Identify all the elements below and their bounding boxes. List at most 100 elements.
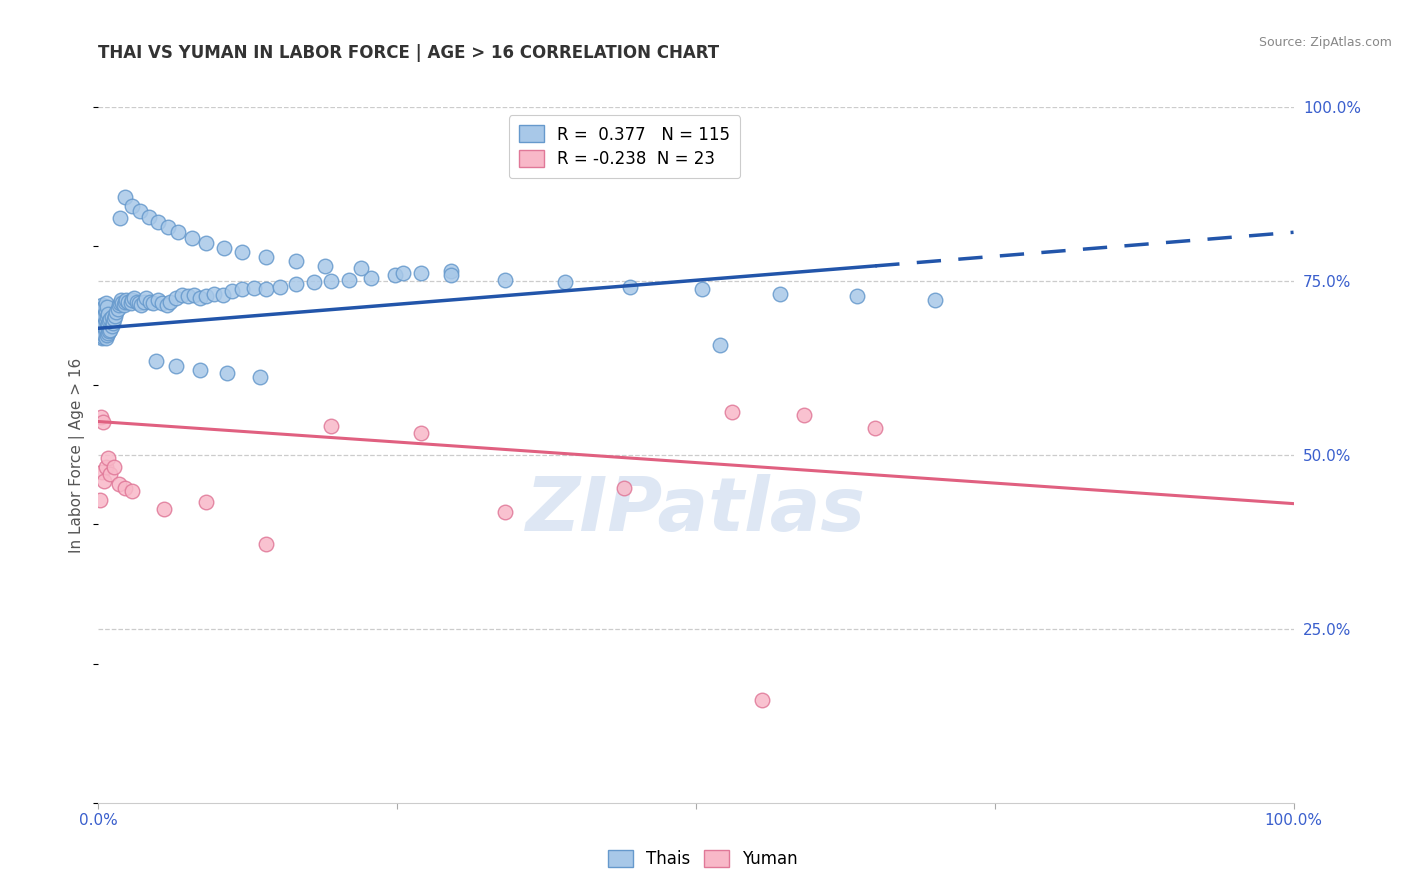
Point — [243, 281, 266, 295]
Point — [302, 276, 325, 290]
Point — [350, 261, 373, 276]
Point — [120, 296, 142, 310]
Point — [188, 363, 211, 377]
Point — [103, 312, 125, 326]
Point — [156, 219, 179, 234]
Point — [125, 294, 148, 309]
Point — [98, 467, 122, 482]
Point — [91, 298, 114, 312]
Point — [321, 274, 343, 288]
Point — [89, 312, 111, 326]
Point — [94, 323, 117, 337]
Point — [89, 323, 111, 337]
Point — [114, 294, 136, 309]
Point — [148, 215, 170, 229]
Point — [554, 276, 576, 290]
Point — [194, 289, 218, 303]
Point — [165, 291, 187, 305]
Point — [494, 272, 516, 286]
Point — [221, 285, 243, 299]
Point — [90, 409, 112, 424]
Point — [129, 204, 152, 219]
Point — [107, 298, 129, 312]
Point — [93, 309, 115, 323]
Point — [315, 259, 337, 273]
Point — [98, 312, 122, 326]
Point — [440, 268, 463, 283]
Point — [91, 301, 114, 316]
Legend: Thais, Yuman: Thais, Yuman — [602, 843, 804, 875]
Point — [411, 425, 433, 440]
Point — [104, 309, 127, 323]
Point — [107, 477, 129, 491]
Point — [132, 294, 155, 309]
Text: Source: ZipAtlas.com: Source: ZipAtlas.com — [1258, 36, 1392, 49]
Point — [159, 294, 181, 309]
Point — [114, 190, 136, 204]
Text: ZIPatlas: ZIPatlas — [526, 474, 866, 547]
Point — [111, 296, 134, 310]
Point — [148, 293, 170, 308]
Point — [194, 235, 218, 250]
Point — [384, 268, 406, 283]
Point — [98, 314, 121, 328]
Point — [231, 244, 253, 259]
Point — [135, 291, 157, 305]
Point — [93, 328, 115, 343]
Point — [91, 319, 114, 334]
Point — [121, 293, 143, 308]
Point — [121, 199, 143, 213]
Point — [392, 266, 415, 280]
Point — [165, 359, 187, 373]
Point — [202, 286, 225, 301]
Point — [284, 254, 307, 268]
Point — [924, 293, 946, 308]
Point — [91, 466, 114, 480]
Point — [269, 279, 291, 293]
Point — [96, 328, 118, 343]
Point — [91, 321, 114, 335]
Point — [94, 314, 117, 328]
Point — [751, 693, 773, 707]
Legend: R =  0.377   N = 115, R = -0.238  N = 23: R = 0.377 N = 115, R = -0.238 N = 23 — [509, 115, 740, 178]
Point — [124, 291, 146, 305]
Point — [94, 331, 117, 345]
Point — [211, 288, 233, 302]
Point — [93, 475, 115, 489]
Point — [150, 296, 173, 310]
Point — [91, 415, 114, 429]
Point — [100, 310, 122, 325]
Point — [91, 312, 114, 326]
Point — [254, 537, 277, 551]
Point — [91, 305, 114, 319]
Point — [97, 326, 120, 340]
Point — [231, 282, 253, 296]
Point — [105, 305, 128, 319]
Point — [212, 241, 235, 255]
Point — [90, 328, 112, 343]
Point — [108, 211, 131, 226]
Point — [94, 305, 117, 319]
Point — [97, 307, 120, 321]
Point — [94, 460, 117, 475]
Point — [117, 294, 139, 309]
Point — [411, 266, 433, 280]
Point — [440, 263, 463, 277]
Point — [494, 505, 516, 519]
Point — [96, 310, 118, 325]
Point — [108, 296, 131, 310]
Point — [172, 288, 194, 302]
Point — [793, 408, 815, 422]
Point — [183, 288, 205, 302]
Point — [360, 270, 382, 285]
Point — [96, 301, 118, 315]
Point — [180, 231, 202, 245]
Point — [138, 210, 160, 224]
Point — [167, 225, 190, 239]
Point — [721, 405, 744, 419]
Point — [254, 282, 277, 296]
Point — [107, 301, 129, 316]
Point — [101, 316, 124, 330]
Y-axis label: In Labor Force | Age > 16: In Labor Force | Age > 16 — [69, 358, 86, 552]
Point — [768, 286, 790, 301]
